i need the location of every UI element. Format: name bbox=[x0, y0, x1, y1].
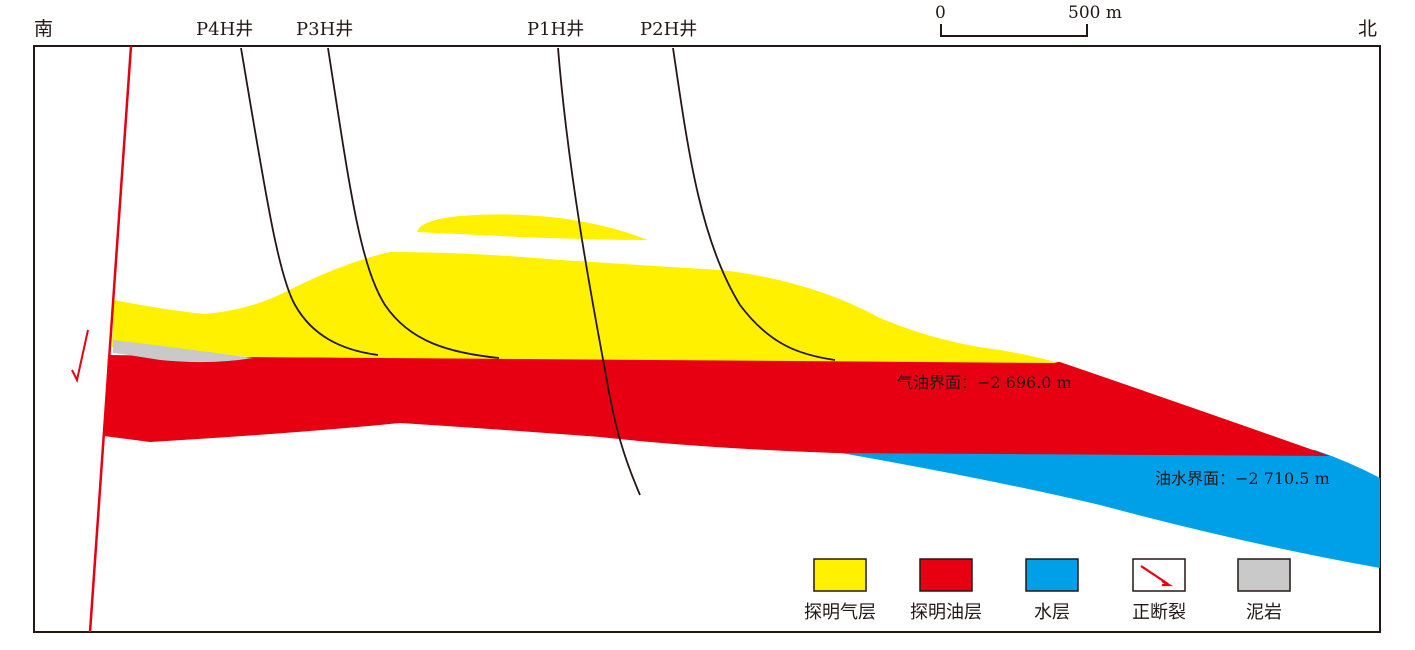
legend-swatch-mudstone bbox=[1237, 558, 1291, 592]
legend-label-oil: 探明油层 bbox=[910, 602, 982, 623]
oil-water-contact-label: 油水界面：−2 710.5 m bbox=[1155, 469, 1330, 488]
well-label-p4h: P4H井 bbox=[196, 19, 253, 40]
direction-north-label: 北 bbox=[1358, 18, 1377, 40]
scale-bar-line bbox=[940, 24, 1088, 37]
legend-label-mudstone: 泥岩 bbox=[1246, 602, 1282, 623]
well-trajectory-p2h bbox=[672, 47, 836, 361]
gas-layer bbox=[112, 252, 1058, 363]
legend-label-fault: 正断裂 bbox=[1132, 602, 1186, 623]
gas-lens bbox=[417, 214, 648, 240]
legend-label-water: 水层 bbox=[1034, 602, 1070, 623]
mudstone-lens bbox=[113, 340, 253, 363]
scale-bar: 0 500 m bbox=[935, 3, 1122, 37]
well-trajectory-p1h bbox=[557, 47, 641, 496]
legend-swatch-oil bbox=[919, 558, 973, 592]
legend-fault-arrow-icon bbox=[1140, 565, 1174, 587]
legend-swatch-fault bbox=[1132, 558, 1186, 592]
direction-south-label: 南 bbox=[34, 18, 53, 40]
well-trajectory-p4h bbox=[240, 47, 379, 356]
legend-label-gas: 探明气层 bbox=[804, 602, 876, 623]
fault-slip-arrow bbox=[71, 329, 89, 383]
legend: 探明气层 探明油层 水层 正断裂 泥岩 bbox=[804, 558, 1291, 623]
well-label-p1h: P1H井 bbox=[527, 19, 584, 40]
oil-layer bbox=[104, 355, 1330, 456]
well-label-p3h: P3H井 bbox=[296, 19, 353, 40]
legend-swatch-gas bbox=[813, 558, 867, 592]
water-layer bbox=[835, 450, 1380, 568]
well-label-p2h: P2H井 bbox=[640, 19, 697, 40]
gas-oil-contact-label: 气油界面：−2 696.0 m bbox=[897, 373, 1072, 392]
scale-length-label: 500 m bbox=[1068, 3, 1122, 23]
legend-swatch-water bbox=[1025, 558, 1079, 592]
well-trajectory-p3h bbox=[327, 47, 500, 359]
scale-zero-label: 0 bbox=[935, 3, 946, 23]
normal-fault-line bbox=[88, 45, 133, 633]
section-frame bbox=[33, 45, 1381, 633]
